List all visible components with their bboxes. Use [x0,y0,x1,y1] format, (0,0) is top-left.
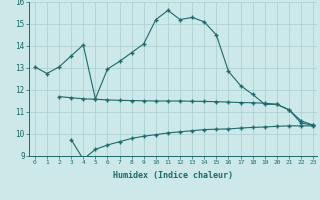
X-axis label: Humidex (Indice chaleur): Humidex (Indice chaleur) [113,171,233,180]
